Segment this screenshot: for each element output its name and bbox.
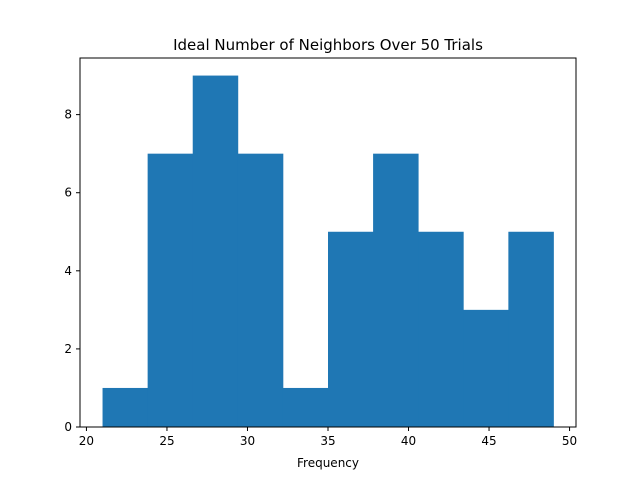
histogram-bar-4 <box>237 153 284 427</box>
histogram-bar-7 <box>373 153 419 427</box>
bars-group <box>102 75 554 428</box>
x-ticks-group: 20 25 30 35 40 45 50 <box>79 427 577 448</box>
histogram-bar-2 <box>147 153 194 427</box>
y-tick-label: 2 <box>64 342 72 356</box>
histogram-bar-1 <box>102 387 149 427</box>
x-tick-label: 45 <box>481 434 496 448</box>
histogram-bar-9 <box>463 309 509 427</box>
x-tick-label: 20 <box>79 434 94 448</box>
y-tick-label: 8 <box>64 108 72 122</box>
x-tick-label: 35 <box>320 434 335 448</box>
y-tick-label: 6 <box>64 186 72 200</box>
x-axis-label: Frequency <box>297 456 359 470</box>
histogram-bar-5 <box>282 387 329 427</box>
y-ticks-group: 0 2 4 6 8 <box>64 108 80 434</box>
histogram-bar-10 <box>508 231 554 427</box>
x-tick-label: 50 <box>562 434 577 448</box>
histogram-bar-8 <box>418 231 464 427</box>
x-tick-label: 30 <box>240 434 255 448</box>
y-tick-label: 4 <box>64 264 72 278</box>
y-tick-label: 0 <box>64 420 72 434</box>
x-tick-label: 25 <box>159 434 174 448</box>
chart-title: Ideal Number of Neighbors Over 50 Trials <box>173 36 483 54</box>
histogram-bar-3 <box>192 75 239 428</box>
histogram-bar-6 <box>328 231 374 427</box>
x-tick-label: 40 <box>401 434 416 448</box>
